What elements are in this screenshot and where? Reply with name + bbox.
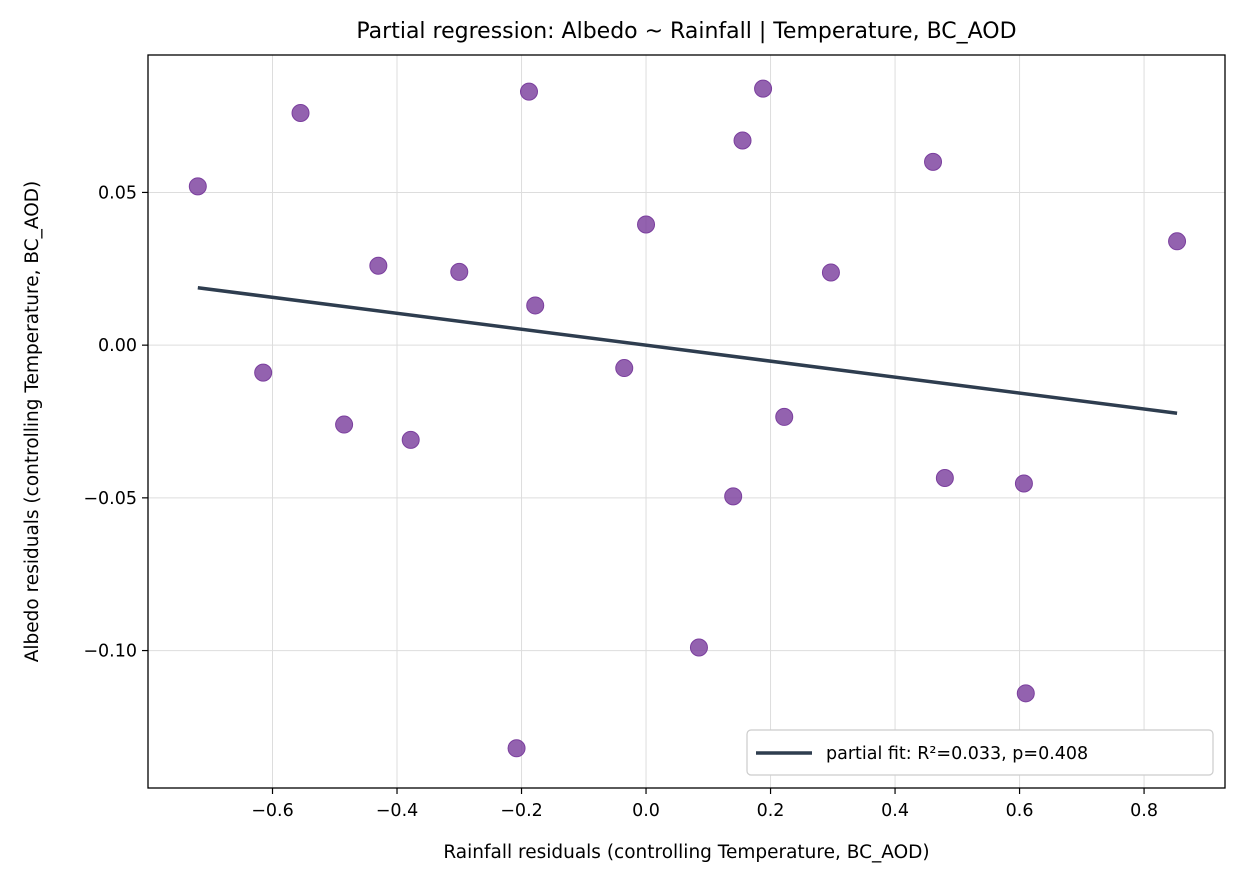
x-tick-label: 0.2	[757, 801, 785, 821]
scatter-point	[733, 131, 752, 150]
legend-fit-label: partial fit: R²=0.033, p=0.408	[826, 744, 1088, 764]
y-axis-label: Albedo residuals (controlling Temperatur…	[22, 181, 43, 663]
scatter-point	[689, 638, 708, 657]
scatter-point	[724, 487, 743, 506]
points-layer	[188, 79, 1187, 758]
scatter-point	[1016, 684, 1035, 703]
scatter-point	[1014, 474, 1033, 493]
fit-line	[197, 285, 1178, 415]
scatter-point	[637, 215, 656, 234]
scatter-point	[519, 82, 538, 101]
scatter-point	[754, 79, 773, 98]
scatter-point	[615, 359, 634, 378]
x-tick-label: 0.0	[632, 801, 660, 821]
x-tick-label: 0.8	[1130, 801, 1158, 821]
scatter-point	[507, 739, 526, 758]
scatter-point	[450, 262, 469, 281]
y-tick-label: −0.05	[83, 489, 137, 509]
fit-line-layer	[197, 285, 1178, 415]
scatter-point	[935, 469, 954, 488]
x-axis-label: Rainfall residuals (controlling Temperat…	[443, 842, 929, 863]
y-tick-label: 0.00	[98, 336, 137, 356]
x-tick-label: 0.6	[1006, 801, 1034, 821]
scatter-point	[335, 415, 354, 434]
y-tick-label: 0.05	[98, 183, 137, 203]
legend: partial fit: R²=0.033, p=0.408	[746, 729, 1214, 776]
x-tick-label: −0.4	[376, 801, 419, 821]
scatter-point	[924, 152, 943, 171]
legend-box	[746, 729, 1214, 776]
chart-title: Partial regression: Albedo ~ Rainfall | …	[356, 19, 1016, 44]
scatter-point	[254, 363, 273, 382]
grid	[148, 55, 1225, 788]
x-tick-label: 0.4	[881, 801, 909, 821]
scatter-point	[775, 407, 794, 426]
scatter-point	[401, 430, 420, 449]
x-tick-label: −0.6	[251, 801, 294, 821]
y-tick-label: −0.10	[83, 642, 137, 662]
x-axis-ticks: −0.6 −0.4 −0.2 0.0 0.2 0.4 0.6 0.8	[251, 788, 1158, 821]
y-axis-ticks: 0.05 0.00 −0.05 −0.10	[83, 183, 148, 662]
plot-frame	[147, 54, 1226, 789]
scatter-point	[188, 177, 207, 196]
scatter-point	[291, 104, 310, 123]
scatter-point	[821, 263, 840, 282]
scatter-point	[369, 256, 388, 275]
x-tick-label: −0.2	[500, 801, 543, 821]
scatter-point	[526, 296, 545, 315]
scatter-point	[1168, 232, 1187, 251]
